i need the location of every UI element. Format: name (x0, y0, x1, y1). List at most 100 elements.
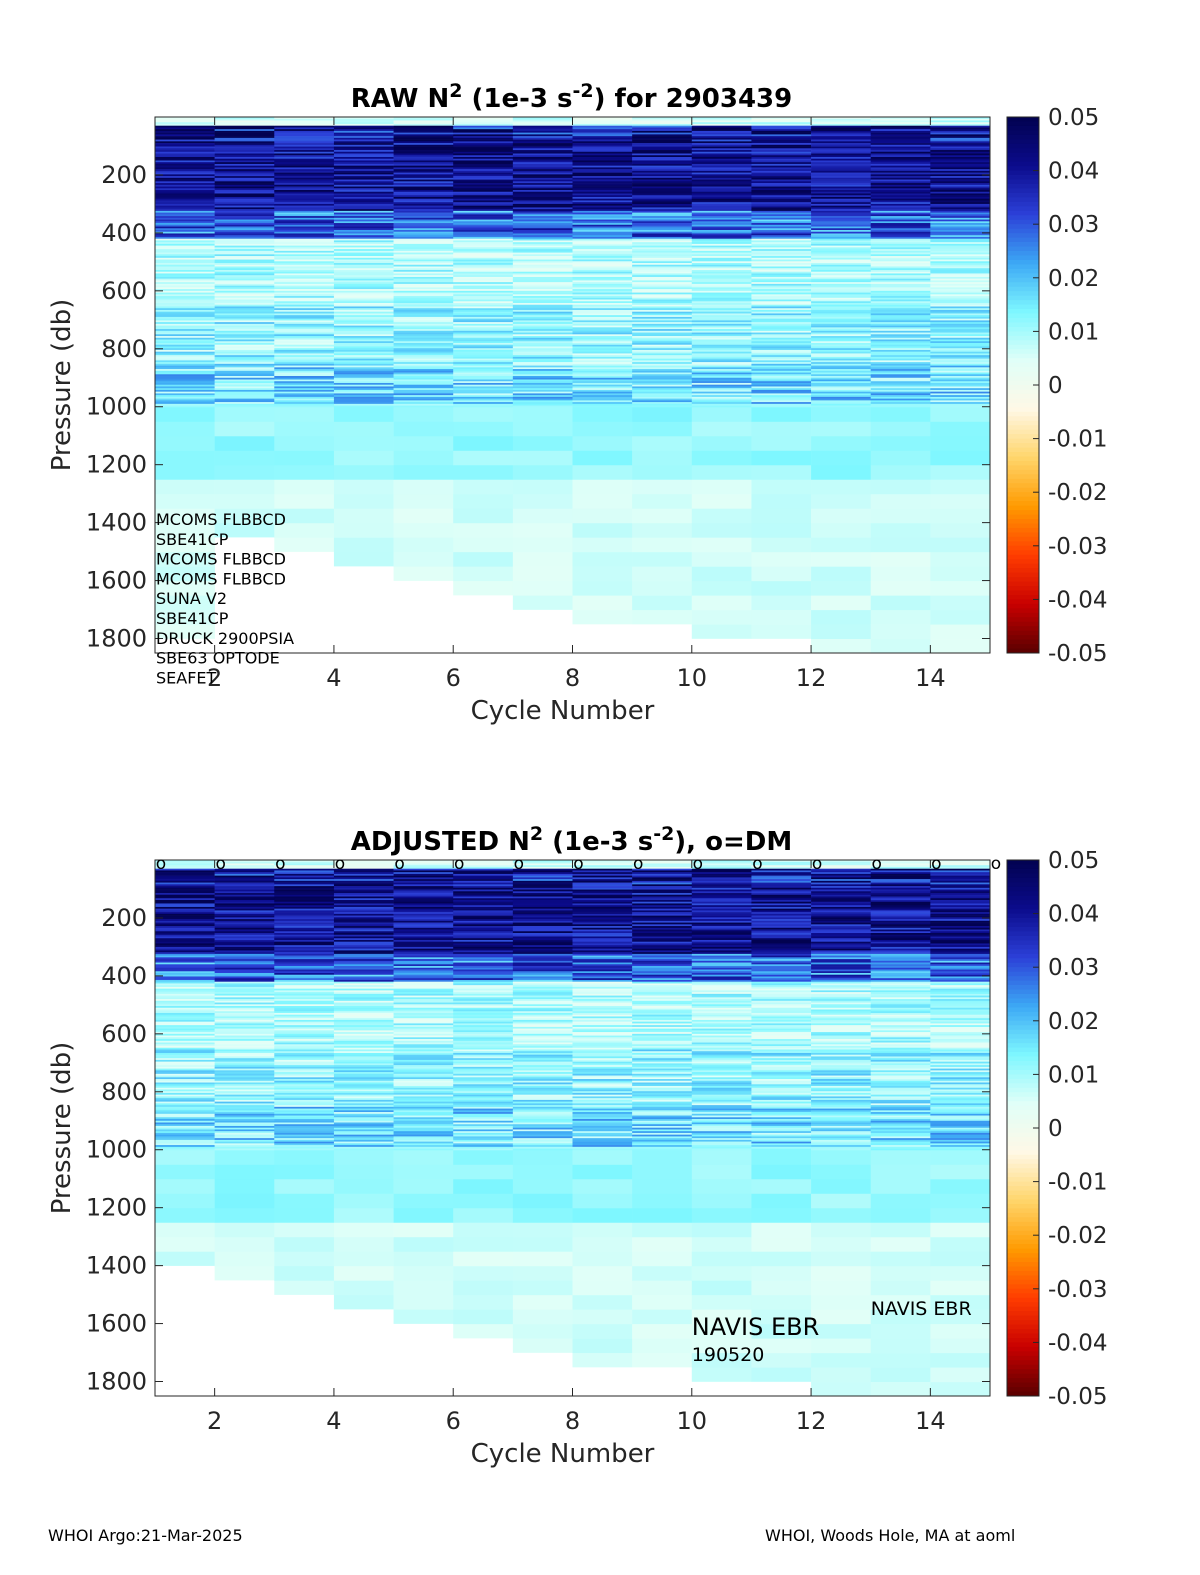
heatmap-cell (333, 868, 394, 871)
heatmap-cell (870, 229, 931, 233)
heatmap-cell (811, 183, 872, 186)
heatmap-cell (632, 223, 693, 226)
heatmap-cell (691, 943, 752, 946)
heatmap-cell (274, 985, 335, 988)
colorbar-segment (1007, 188, 1039, 194)
heatmap-cell (751, 945, 812, 948)
heatmap-cell (572, 1108, 633, 1111)
heatmap-cell (393, 156, 454, 160)
heatmap-cell (333, 367, 394, 370)
heatmap-cell (930, 226, 991, 229)
heatmap-cell (155, 1193, 215, 1209)
heatmap-cell (274, 212, 335, 215)
heatmap-cell (572, 146, 633, 149)
heatmap-cell (572, 329, 633, 332)
heatmap-cell (691, 303, 752, 306)
heatmap-cell (512, 945, 573, 948)
colorbar-segment (1007, 568, 1039, 573)
heatmap-cell (333, 873, 394, 876)
heatmap-cell (274, 920, 335, 923)
heatmap-cell (632, 339, 693, 342)
heatmap-cell (214, 334, 275, 337)
heatmap-cell (274, 866, 335, 869)
heatmap-cell (512, 240, 573, 243)
colorbar-segment (1007, 407, 1039, 413)
heatmap-cell (572, 235, 633, 238)
heatmap-cell (214, 957, 275, 960)
heatmap-cell (393, 318, 454, 321)
heatmap-cell (453, 389, 514, 392)
heatmap-cell (632, 125, 693, 128)
heatmap-cell (632, 132, 693, 135)
heatmap-cell (393, 190, 454, 193)
heatmap-cell (572, 922, 633, 925)
heatmap-cell (572, 945, 633, 948)
heatmap-cell (393, 957, 454, 960)
heatmap-cell (393, 184, 454, 187)
heatmap-cell (632, 278, 693, 281)
heatmap-cell (632, 1040, 693, 1043)
heatmap-cell (751, 1009, 812, 1012)
heatmap-cell (274, 1141, 335, 1144)
colorbar-segment (1007, 143, 1039, 149)
heatmap-cell (632, 1099, 693, 1102)
heatmap-cell (811, 959, 872, 962)
heatmap-cell (632, 1021, 693, 1024)
heatmap-cell (870, 150, 931, 153)
heatmap-cell (572, 421, 633, 437)
heatmap-cell (930, 273, 991, 276)
heatmap-cell (274, 219, 335, 222)
heatmap-cell (930, 348, 991, 351)
heatmap-cell (691, 1080, 752, 1083)
heatmap-cell (751, 1085, 812, 1089)
heatmap-cell (155, 320, 215, 323)
heatmap-cell (691, 315, 752, 318)
heatmap-cell (274, 967, 335, 970)
heatmap-cell (751, 334, 812, 337)
heatmap-cell (632, 1127, 693, 1130)
heatmap-cell (572, 1139, 633, 1142)
heatmap-cell (751, 972, 812, 976)
heatmap-cell (691, 924, 752, 927)
heatmap-cell (811, 320, 872, 323)
heatmap-cell (512, 151, 573, 154)
heatmap-cell (155, 875, 215, 878)
heatmap-cell (393, 926, 454, 929)
heatmap-cell (811, 950, 872, 953)
heatmap-cell (155, 407, 215, 423)
heatmap-cell (930, 376, 991, 379)
heatmap-cell (333, 342, 394, 346)
heatmap-cell (393, 1266, 454, 1281)
heatmap-cell (512, 205, 573, 208)
heatmap-cell (632, 325, 693, 328)
heatmap-cell (572, 1179, 633, 1195)
heatmap-cell (870, 407, 931, 423)
colorbar-segment (1007, 456, 1039, 462)
heatmap-cell (512, 1042, 573, 1045)
heatmap-cell (811, 356, 872, 359)
heatmap-cell (691, 216, 752, 219)
heatmap-cell (751, 160, 812, 163)
heatmap-cell (691, 1039, 752, 1042)
heatmap-cell (691, 323, 752, 326)
heatmap-cell (214, 966, 275, 969)
heatmap-cell (691, 263, 752, 266)
heatmap-cell (393, 1016, 454, 1019)
heatmap-cell (632, 610, 693, 625)
heatmap-cell (870, 353, 931, 356)
heatmap-cell (393, 1132, 454, 1135)
heatmap-cell (572, 283, 633, 286)
heatmap-cell (691, 891, 752, 894)
heatmap-cell (155, 210, 215, 213)
heatmap-cell (572, 261, 633, 264)
heatmap-cell (930, 200, 991, 203)
heatmap-cell (393, 508, 454, 524)
heatmap-cell (393, 1131, 454, 1134)
heatmap-cell (512, 974, 573, 977)
heatmap-cell (632, 901, 693, 904)
heatmap-cell (393, 377, 454, 380)
heatmap-cell (572, 879, 633, 882)
heatmap-cell (453, 894, 514, 897)
heatmap-cell (691, 1367, 752, 1382)
colorbar-segment (1007, 175, 1039, 180)
